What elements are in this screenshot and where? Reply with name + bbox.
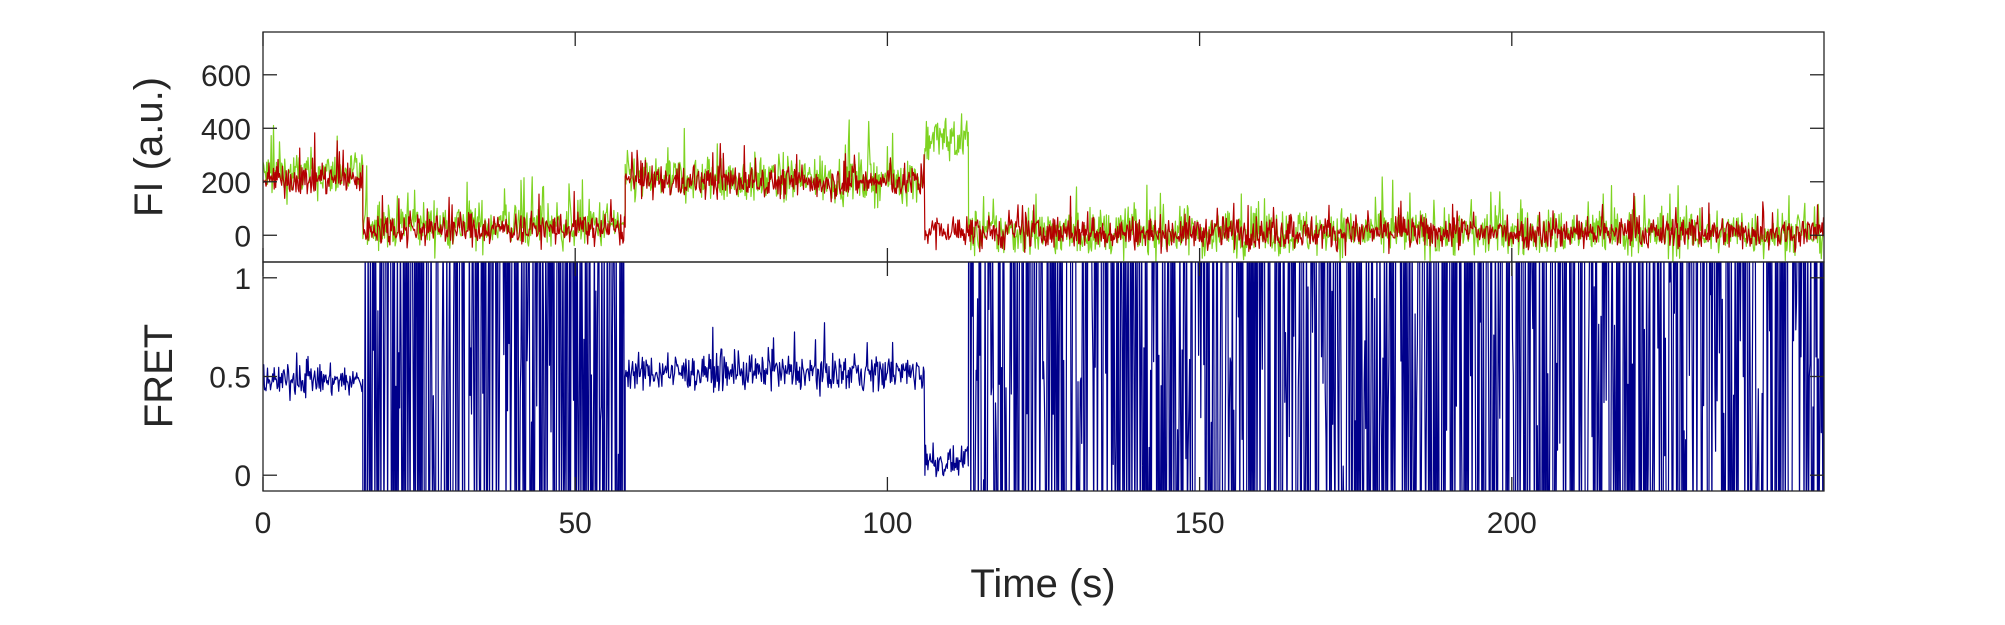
x-tick-label: 200 (1487, 507, 1537, 540)
fret-efficiency-line (263, 223, 1824, 531)
time-x-axis-label: Time (s) (970, 562, 1115, 606)
y-tick-label: 0 (234, 460, 251, 493)
fluorescence-traces (263, 114, 1824, 265)
x-tick-label: 0 (255, 507, 272, 540)
donor-intensity-line (263, 114, 1824, 265)
y-tick-label: 600 (201, 60, 251, 93)
fluorescence-panel: 0 200 400 600 FI (a.u.) (127, 32, 1824, 265)
y-tick-label: 200 (201, 167, 251, 200)
fret-traces (263, 223, 1824, 531)
fret-panel: 0 0.5 1 0 50 100 150 200 FRET Time (s) (137, 223, 1824, 607)
x-tick-label: 50 (559, 507, 592, 540)
y-tick-label: 1 (234, 263, 251, 296)
y-tick-label: 400 (201, 113, 251, 146)
x-tick-label: 150 (1175, 507, 1225, 540)
y-tick-label: 0 (234, 220, 251, 253)
x-tick-label: 100 (862, 507, 912, 540)
fret-y-axis-label: FRET (137, 324, 181, 428)
fluorescence-y-axis-label: FI (a.u.) (127, 77, 171, 217)
y-tick-label: 0.5 (209, 362, 251, 395)
